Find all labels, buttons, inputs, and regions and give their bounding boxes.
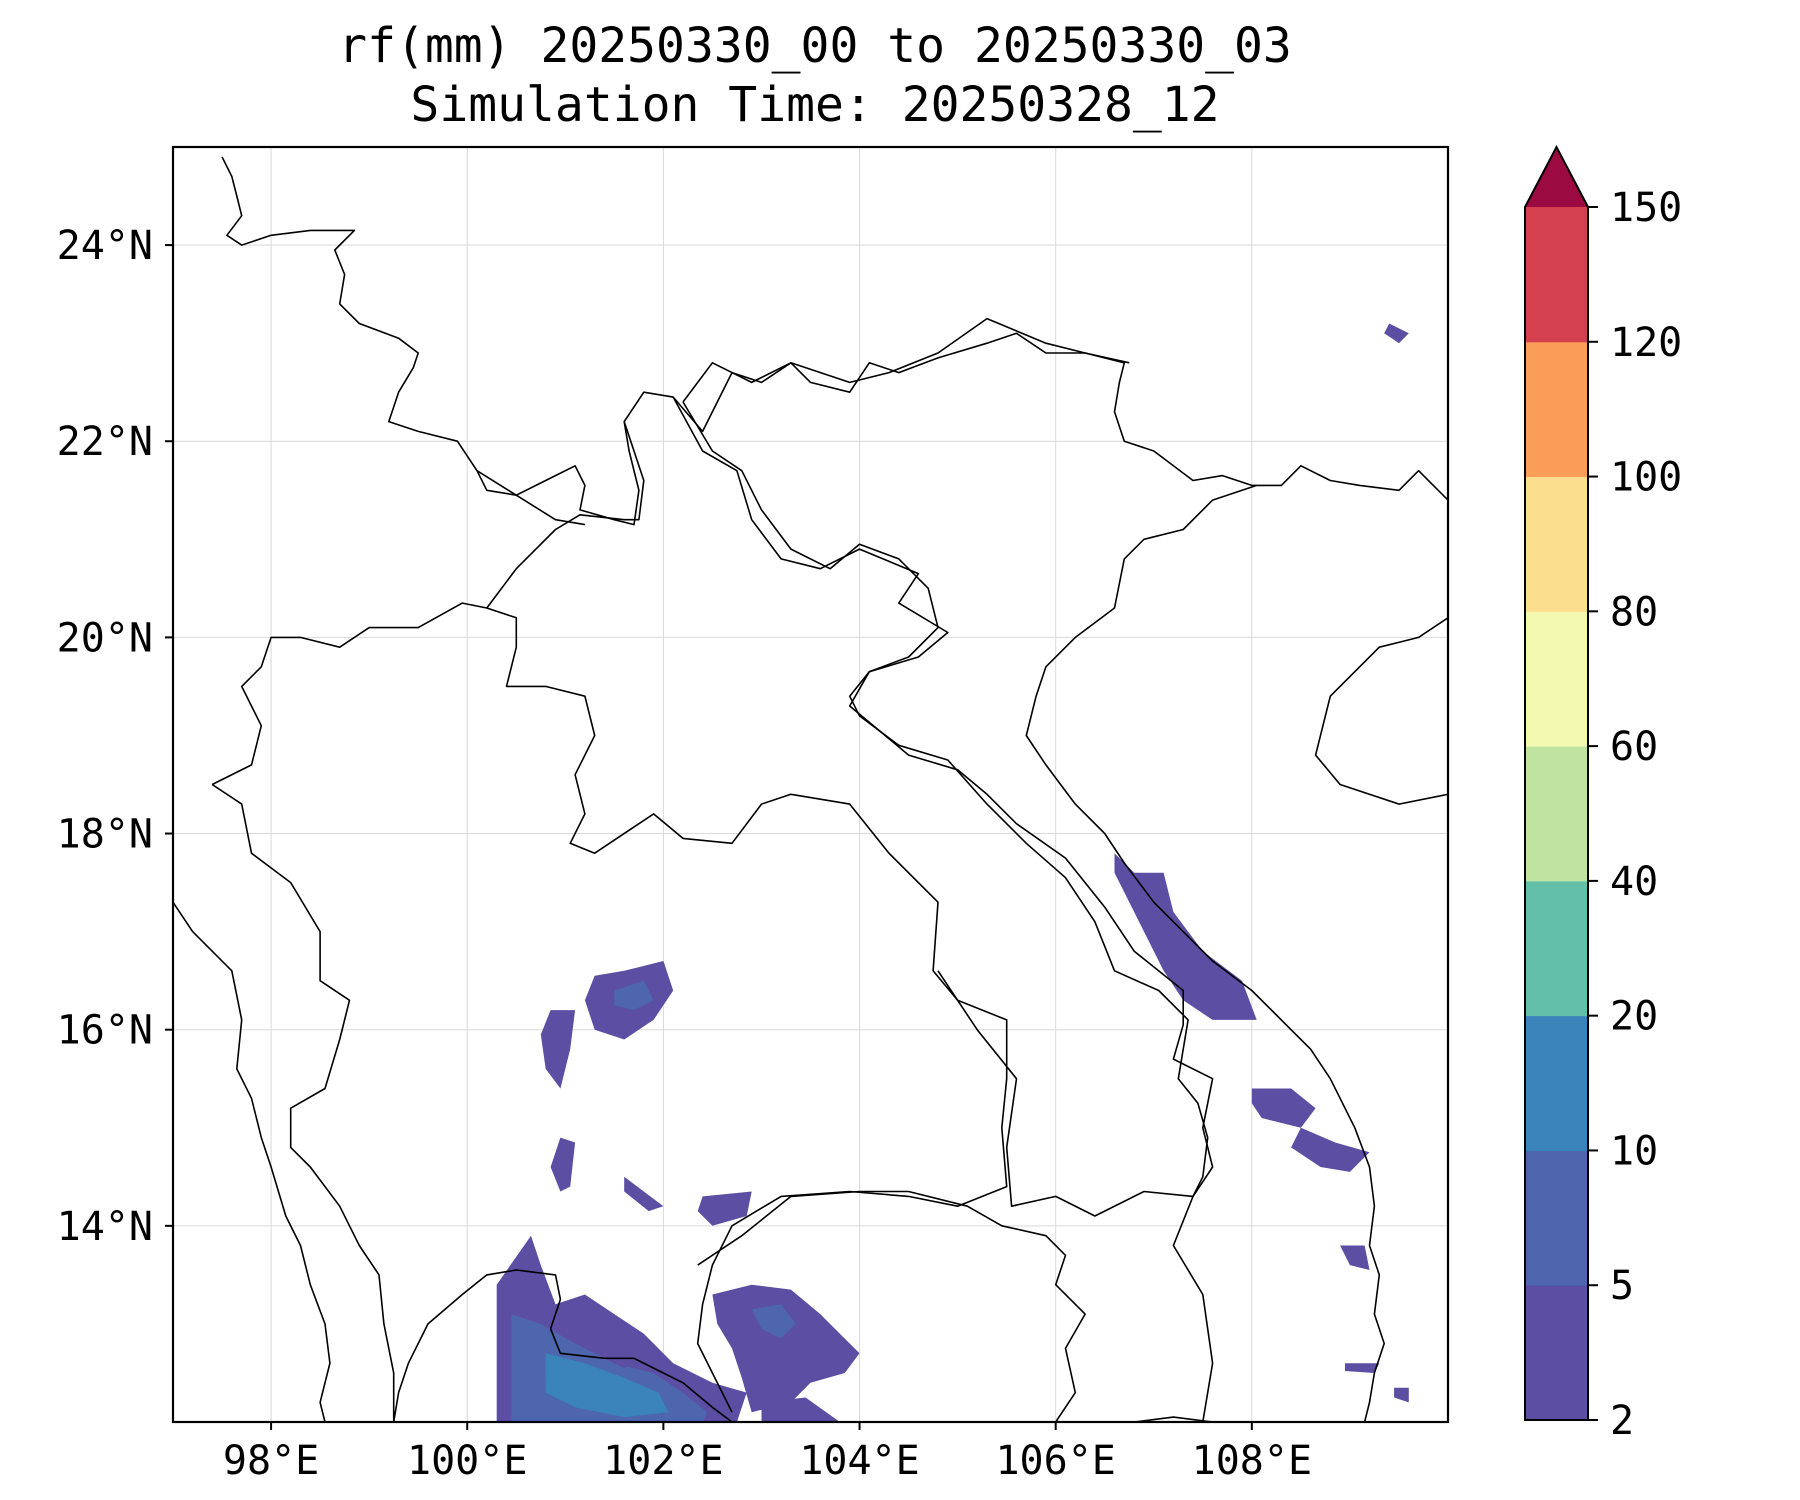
colorbar-tick-label: 5 [1610, 1263, 1634, 1309]
colorbar-tick-label: 150 [1610, 185, 1682, 231]
rain-cell [545, 1353, 669, 1418]
x-tick-label: 98°E [223, 1438, 319, 1484]
colorbar-tick-label: 2 [1610, 1398, 1634, 1444]
colorbar-segment [1525, 746, 1588, 882]
colorbar-tick-label: 60 [1610, 724, 1658, 770]
rain-cell [550, 1137, 576, 1192]
border-layer [211, 317, 1214, 1422]
rainfall-layer [496, 284, 1473, 1422]
country-border [211, 783, 395, 1422]
rain-cell [1345, 1363, 1380, 1373]
colorbar-segment [1525, 207, 1588, 343]
colorbar: 2 5 10 20 40 60 80 100 120 150 [1524, 144, 1682, 1444]
rain-cell [1448, 284, 1473, 299]
colorbar-extend-triangle [1525, 147, 1588, 207]
colorbar-tick-label: 100 [1610, 455, 1682, 501]
rain-cell [1291, 1127, 1370, 1172]
rain-cell [697, 1191, 752, 1226]
y-tick-label: 24°N [57, 223, 153, 269]
x-axis: 98°E 100°E 102°E 104°E 106°E 108°E [223, 1422, 1312, 1484]
colorbar-segment [1525, 476, 1588, 612]
colorbar-tick-label: 80 [1610, 589, 1658, 635]
coastline [1314, 617, 1448, 805]
country-border [486, 421, 645, 609]
y-tick-label: 16°N [57, 1008, 153, 1054]
coastline [392, 1269, 733, 1422]
colorbar-segment [1525, 1150, 1588, 1286]
map-panel [171, 145, 1473, 1424]
x-tick-label: 102°E [603, 1438, 723, 1484]
rain-cell [1340, 1245, 1370, 1270]
country-border [682, 317, 1130, 403]
y-axis: 14°N 16°N 18°N 20°N 22°N 24°N [57, 223, 173, 1250]
map-frame [171, 145, 1450, 1424]
rain-cell [751, 1304, 796, 1339]
colorbar-tick-label: 40 [1610, 859, 1658, 905]
colorbar-segment [1525, 1015, 1588, 1151]
colorbar-tick-label: 20 [1610, 994, 1658, 1040]
x-tick-label: 100°E [407, 1438, 527, 1484]
colorbar-tick-label: 10 [1610, 1128, 1658, 1174]
country-border [672, 396, 1214, 1422]
map-background [173, 147, 1448, 1422]
map-title-line-1: rf(mm) 20250330_00 to 20250330_03 [338, 18, 1292, 74]
x-tick-label: 104°E [799, 1438, 919, 1484]
coastline [1134, 1416, 1213, 1422]
country-border [211, 602, 1008, 1413]
rain-cell [712, 1284, 860, 1413]
rain-cell [624, 1176, 664, 1212]
map-title-line-2: Simulation Time: 20250328_12 [410, 77, 1219, 133]
colorbar-segment [1525, 611, 1588, 747]
coastline [221, 156, 1448, 526]
country-border [476, 470, 586, 526]
coastline [1025, 484, 1385, 1422]
y-tick-label: 20°N [57, 615, 153, 661]
coastline [173, 901, 331, 1422]
colorbar-segment [1525, 1285, 1588, 1421]
rain-cell [1394, 1387, 1409, 1403]
rain-cell [540, 1010, 576, 1089]
rain-cell [1384, 323, 1409, 344]
y-tick-label: 22°N [57, 419, 153, 465]
rain-cell [1114, 853, 1257, 1020]
x-tick-label: 106°E [995, 1438, 1115, 1484]
country-border [697, 1190, 1086, 1422]
country-border [682, 401, 1209, 1217]
rain-cell [761, 1397, 840, 1422]
colorbar-tick-label: 120 [1610, 320, 1682, 366]
colorbar-segment [1525, 880, 1588, 1017]
rain-cell [614, 980, 654, 1011]
rain-cell [1251, 1088, 1316, 1128]
x-tick-label: 108°E [1192, 1438, 1312, 1484]
coastline-layer [173, 156, 1448, 1422]
y-tick-label: 14°N [57, 1204, 153, 1250]
colorbar-segment [1525, 341, 1588, 478]
y-tick-label: 18°N [57, 812, 153, 858]
gridlines [173, 147, 1448, 1422]
colorbar-outline [1524, 144, 1589, 1421]
